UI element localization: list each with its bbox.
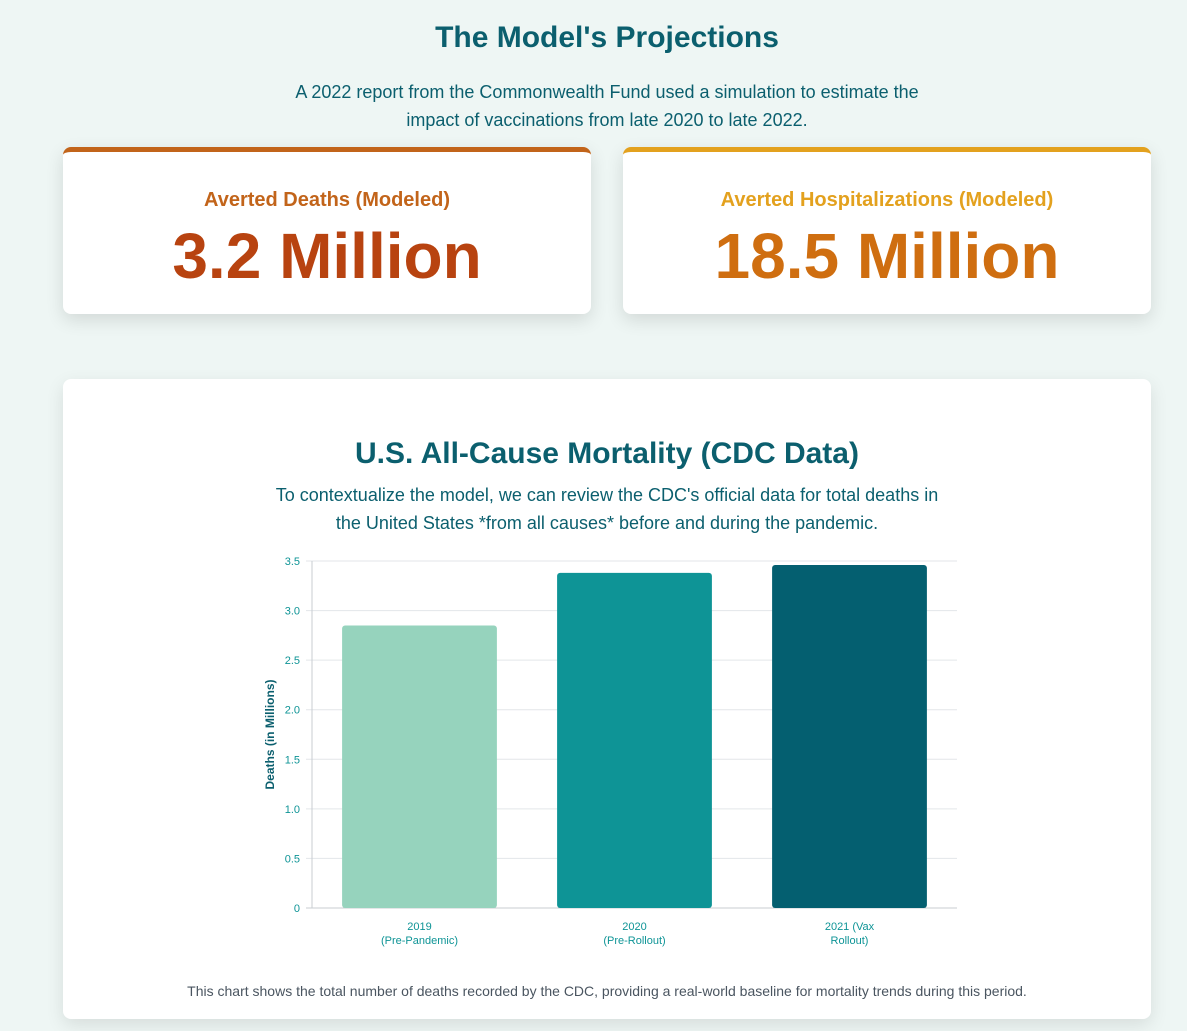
averted-deaths-value: 3.2 Million	[172, 220, 482, 292]
y-tick-label: 1.0	[285, 804, 300, 816]
averted-deaths-card: Averted Deaths (Modeled) 3.2 Million	[63, 147, 591, 314]
x-tick-label: Rollout)	[831, 935, 869, 947]
x-tick-label: (Pre-Pandemic)	[381, 935, 458, 947]
chart-section-intro: To contextualize the model, we can revie…	[275, 485, 939, 533]
x-tick-label: 2019	[407, 921, 431, 933]
y-axis-title: Deaths (in Millions)	[263, 679, 277, 789]
page-subtitle: A 2022 report from the Commonwealth Fund…	[295, 82, 919, 130]
averted-hospitalizations-label: Averted Hospitalizations (Modeled)	[720, 189, 1054, 211]
chart-section-title: U.S. All-Cause Mortality (CDC Data)	[355, 436, 859, 470]
mortality-chart-card: U.S. All-Cause Mortality (CDC Data) To c…	[63, 379, 1151, 1019]
x-tick-label: 2020	[622, 921, 646, 933]
y-tick-label: 2.5	[285, 655, 300, 667]
averted-hospitalizations-value: 18.5 Million	[714, 220, 1060, 292]
page-title: The Model's Projections	[435, 21, 779, 55]
chart-caption: This chart shows the total number of dea…	[187, 983, 1027, 999]
y-tick-label: 1.5	[285, 754, 300, 766]
bar-3	[772, 564, 927, 908]
averted-hospitalizations-card: Averted Hospitalizations (Modeled) 18.5 …	[623, 147, 1151, 314]
y-tick-label: 3.0	[285, 606, 300, 618]
bar-1	[342, 625, 497, 908]
mortality-bar-chart: 0 0.5 1.0 1.5 2.0 2.5 3.0 3.5 Deaths (in Million…	[263, 556, 957, 947]
x-tick-label: 2021 (Vax	[825, 921, 875, 933]
bar-2	[557, 572, 712, 908]
y-tick-label: 3.5	[285, 556, 300, 568]
averted-deaths-label: Averted Deaths (Modeled)	[204, 189, 450, 211]
y-tick-label: 0.5	[285, 853, 300, 865]
y-tick-label: 2.0	[285, 705, 300, 717]
y-tick-label: 0	[294, 903, 300, 915]
x-tick-label: (Pre-Rollout)	[603, 935, 665, 947]
